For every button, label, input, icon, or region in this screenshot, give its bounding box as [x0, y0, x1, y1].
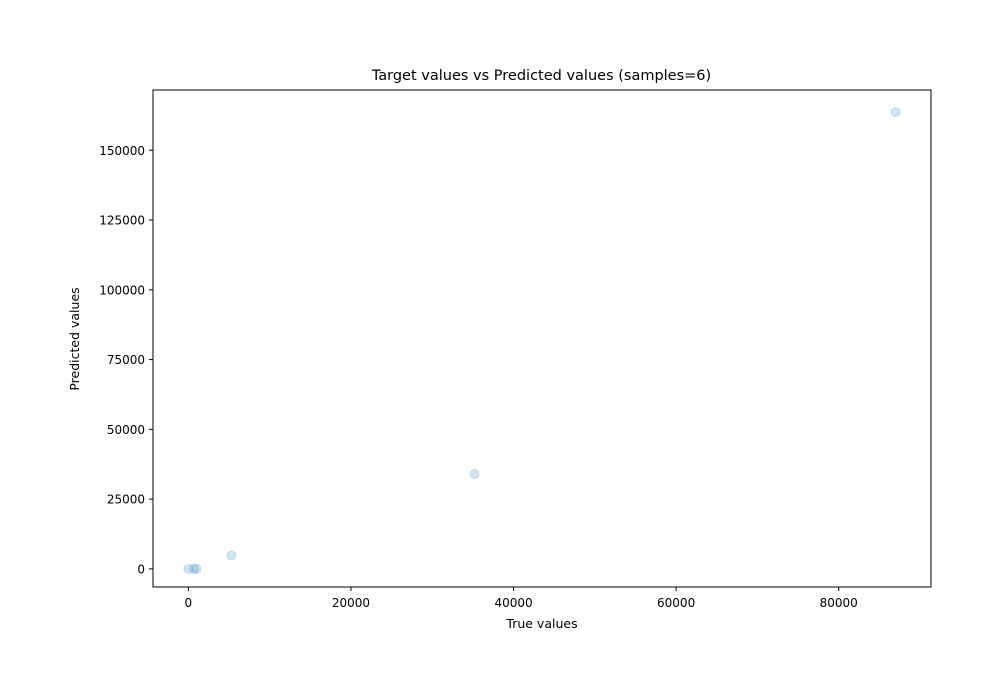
y-tick-label: 125000 — [99, 214, 145, 228]
y-tick-label: 50000 — [107, 423, 145, 437]
y-axis-label: Predicted values — [67, 287, 82, 390]
data-point — [183, 563, 194, 574]
x-tick-label: 80000 — [820, 596, 858, 610]
x-tick-label: 40000 — [494, 596, 532, 610]
y-axis: 0 25000 50000 75000 100000 125000 150000 — [99, 144, 153, 576]
y-tick-label: 100000 — [99, 283, 145, 297]
data-point — [189, 563, 200, 574]
data-point — [191, 563, 202, 574]
y-tick-label: 0 — [137, 562, 145, 576]
x-axis-label: True values — [505, 616, 577, 631]
data-point — [469, 468, 480, 479]
x-tick-label: 0 — [185, 596, 193, 610]
plot-frame — [152, 89, 932, 588]
y-tick-label: 25000 — [107, 493, 145, 507]
data-point — [226, 550, 237, 561]
x-axis: 0 20000 40000 60000 80000 — [185, 587, 858, 610]
points-layer — [183, 107, 901, 574]
y-tick-label: 150000 — [99, 144, 145, 158]
y-tick-label: 75000 — [107, 353, 145, 367]
x-tick-label: 20000 — [332, 596, 370, 610]
x-tick-label: 60000 — [657, 596, 695, 610]
data-point — [890, 107, 901, 118]
chart-title: Target values vs Predicted values (sampl… — [371, 68, 711, 84]
